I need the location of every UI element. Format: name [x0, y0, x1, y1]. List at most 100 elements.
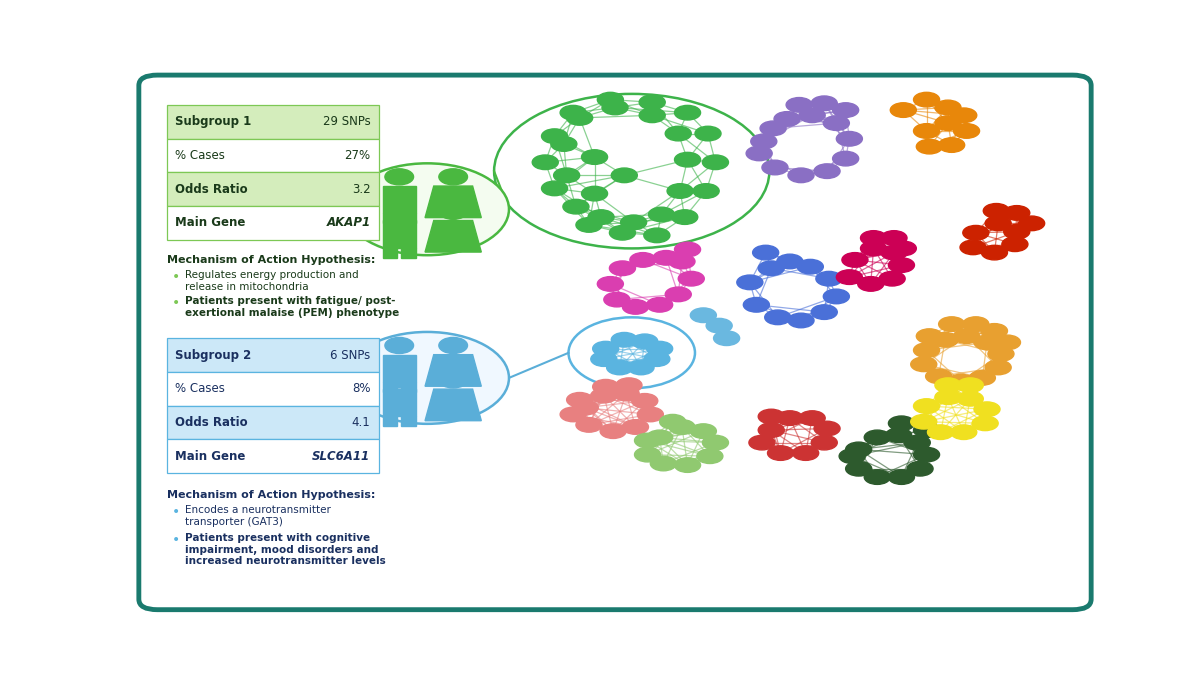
Text: 6 SNPs: 6 SNPs [330, 348, 371, 361]
Polygon shape [383, 214, 397, 223]
Circle shape [913, 399, 940, 414]
Circle shape [439, 169, 468, 185]
Circle shape [623, 420, 648, 435]
Polygon shape [425, 389, 481, 420]
Circle shape [788, 168, 814, 182]
Circle shape [864, 470, 890, 484]
Circle shape [860, 241, 887, 256]
Polygon shape [401, 382, 415, 392]
Circle shape [631, 393, 658, 408]
FancyBboxPatch shape [139, 75, 1091, 610]
Circle shape [541, 181, 568, 196]
Circle shape [950, 425, 977, 439]
Circle shape [985, 360, 1012, 375]
Circle shape [1019, 216, 1045, 231]
FancyBboxPatch shape [167, 439, 379, 473]
Circle shape [858, 277, 883, 292]
Circle shape [888, 416, 914, 431]
Circle shape [917, 139, 942, 154]
Text: •: • [173, 505, 180, 519]
Circle shape [640, 95, 665, 110]
Polygon shape [383, 382, 397, 392]
Circle shape [768, 445, 793, 460]
Circle shape [672, 210, 697, 224]
Text: 4.1: 4.1 [352, 416, 371, 429]
Circle shape [938, 317, 965, 332]
Circle shape [797, 260, 823, 274]
Circle shape [913, 447, 940, 462]
Circle shape [880, 271, 905, 286]
Circle shape [1003, 205, 1030, 220]
Circle shape [935, 100, 961, 115]
Circle shape [385, 203, 414, 220]
Circle shape [948, 374, 974, 389]
Circle shape [814, 164, 840, 178]
Polygon shape [425, 186, 481, 218]
Circle shape [758, 410, 785, 424]
Polygon shape [383, 220, 415, 247]
Text: Odds Ratio: Odds Ratio [175, 416, 247, 429]
Circle shape [995, 335, 1020, 350]
Text: Main Gene: Main Gene [175, 450, 246, 462]
Text: Encodes a neurotransmitter
transporter (GAT3): Encodes a neurotransmitter transporter (… [185, 505, 331, 527]
Text: Subgroup 1: Subgroup 1 [175, 115, 251, 128]
Circle shape [582, 150, 607, 164]
Circle shape [714, 331, 739, 346]
Circle shape [752, 245, 779, 260]
Circle shape [911, 357, 937, 372]
Circle shape [582, 186, 607, 201]
Circle shape [616, 378, 642, 393]
Circle shape [1003, 224, 1030, 239]
Circle shape [982, 245, 1008, 260]
Text: •: • [173, 296, 180, 311]
FancyBboxPatch shape [167, 172, 379, 206]
Text: SLC6A11: SLC6A11 [312, 450, 371, 462]
Circle shape [762, 160, 788, 175]
Circle shape [970, 371, 995, 385]
Circle shape [644, 352, 670, 366]
Circle shape [935, 390, 961, 405]
Circle shape [938, 138, 965, 153]
Text: % Cases: % Cases [175, 382, 224, 395]
Circle shape [588, 210, 614, 224]
Circle shape [702, 155, 728, 170]
Circle shape [746, 146, 772, 161]
Circle shape [533, 155, 558, 170]
Polygon shape [383, 247, 397, 258]
Circle shape [974, 402, 1000, 416]
Circle shape [598, 92, 623, 107]
Circle shape [881, 245, 907, 260]
Polygon shape [425, 355, 481, 386]
Circle shape [590, 352, 617, 366]
Circle shape [888, 258, 914, 273]
Circle shape [674, 242, 701, 257]
Circle shape [674, 458, 701, 473]
Circle shape [911, 414, 937, 429]
Circle shape [613, 386, 640, 401]
Polygon shape [383, 186, 415, 214]
Circle shape [760, 121, 786, 136]
Text: Patients present with cognitive
impairment, mood disorders and
increased neurotr: Patients present with cognitive impairme… [185, 533, 386, 566]
Circle shape [674, 153, 701, 167]
Circle shape [439, 203, 468, 220]
Circle shape [690, 424, 716, 439]
Circle shape [793, 445, 818, 460]
Circle shape [932, 332, 958, 347]
Circle shape [988, 346, 1014, 361]
Circle shape [593, 341, 619, 356]
Polygon shape [401, 214, 415, 223]
Circle shape [890, 241, 917, 256]
Circle shape [439, 338, 468, 353]
Circle shape [786, 98, 812, 112]
Circle shape [846, 442, 871, 457]
Circle shape [702, 435, 728, 450]
Circle shape [935, 116, 961, 130]
Circle shape [560, 407, 586, 422]
Circle shape [811, 96, 838, 111]
Circle shape [611, 168, 637, 182]
Polygon shape [425, 220, 481, 252]
Circle shape [668, 254, 695, 268]
Circle shape [839, 449, 865, 464]
Circle shape [799, 411, 826, 425]
Circle shape [346, 332, 509, 424]
